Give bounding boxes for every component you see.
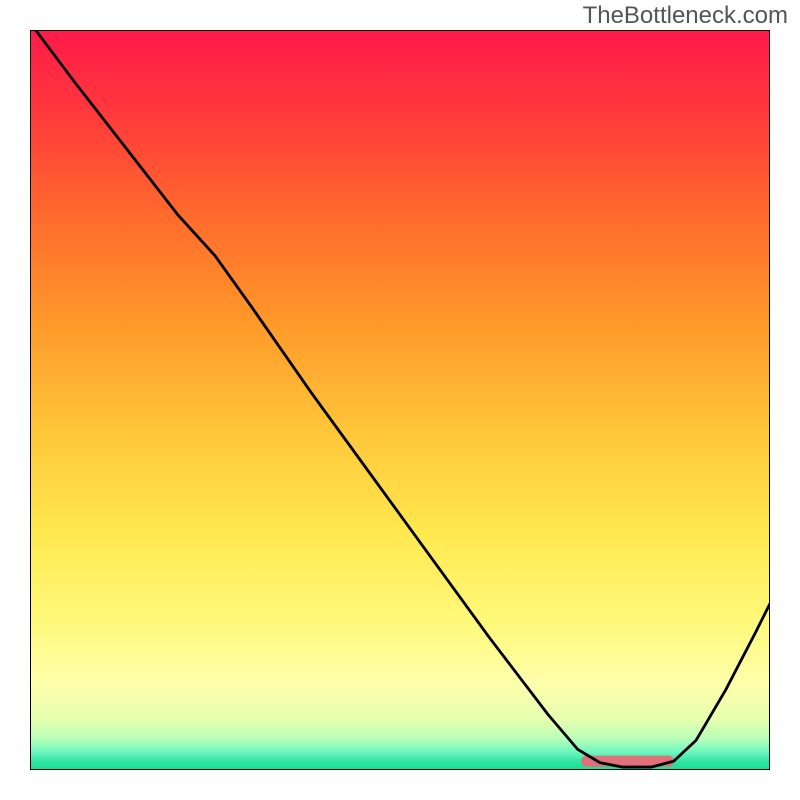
plot-frame	[30, 30, 770, 770]
chart-overlay	[30, 30, 770, 770]
chart-plot-area	[30, 30, 770, 770]
bottleneck-curve	[30, 30, 770, 767]
watermark-text: TheBottleneck.com	[583, 2, 788, 30]
